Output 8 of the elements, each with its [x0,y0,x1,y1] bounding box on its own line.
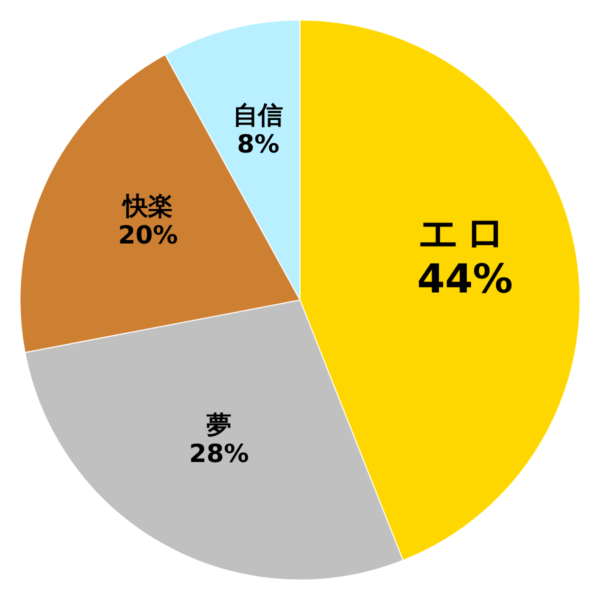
data-label: 20% [118,220,178,250]
slice-label: 快楽 [120,192,173,221]
slice-label: エロ [418,210,512,257]
data-label: 28% [189,439,249,468]
slice-label: 夢 [206,410,232,440]
data-label: 44% [417,256,513,303]
data-label: 8% [236,129,280,158]
slice-label: 自信 [233,100,284,130]
